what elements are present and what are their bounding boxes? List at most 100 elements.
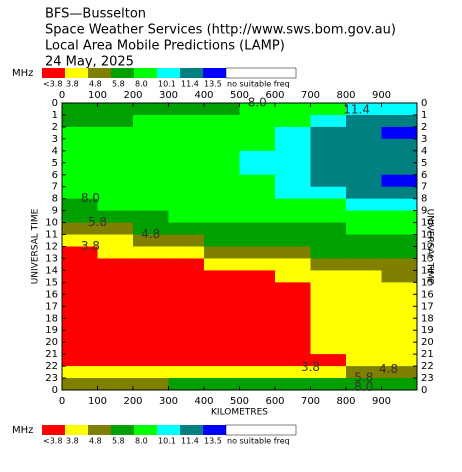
contour-cell — [133, 234, 169, 247]
x-tick-label: 400 — [194, 396, 213, 407]
contour-cell — [168, 306, 205, 319]
legend-swatch — [225, 67, 297, 79]
contour-cell — [97, 186, 134, 200]
contour-cell — [310, 354, 347, 367]
y-tick-label: 14 — [421, 265, 434, 276]
contour-cell — [381, 342, 418, 355]
contour-cell — [275, 270, 311, 283]
contour-cell — [239, 306, 276, 319]
y-tick-label: 11 — [45, 230, 58, 241]
contour-cell — [239, 174, 276, 188]
contour-cell — [133, 354, 169, 367]
x-tick-label: 100 — [88, 396, 107, 407]
legend-label: 3.8 — [66, 437, 79, 446]
contour-cell — [97, 162, 134, 176]
contour-cell — [133, 246, 169, 259]
contour-cell — [381, 354, 418, 367]
contour-cell — [346, 162, 382, 176]
x-tick-label: 700 — [301, 396, 320, 407]
y-tick-label: 0 — [421, 98, 427, 109]
contour-cell — [346, 114, 382, 128]
contour-cell — [168, 186, 205, 200]
contour-cell — [381, 378, 418, 391]
y-tick-label: 17 — [45, 301, 58, 312]
contour-cell — [133, 270, 169, 283]
contour-cell — [346, 270, 382, 283]
contour-cell — [133, 114, 169, 128]
contour-cell — [381, 270, 418, 283]
contour-cell — [310, 103, 347, 116]
contour-cell — [239, 330, 276, 343]
y-tick-label: 23 — [45, 373, 58, 384]
contour-label: 8.0 — [248, 96, 267, 110]
contour-cell — [133, 210, 169, 224]
contour-cell — [62, 126, 98, 140]
contour-cell — [381, 258, 418, 271]
contour-cell — [310, 258, 347, 271]
contour-cell — [97, 258, 134, 271]
y-tick-label: 18 — [45, 313, 58, 324]
contour-cell — [275, 210, 311, 224]
y-tick-label: 7 — [421, 182, 427, 193]
contour-cell — [133, 330, 169, 343]
contour-cell — [204, 174, 240, 188]
x-tick-label: 0 — [59, 396, 65, 407]
y-tick-label: 6 — [52, 170, 58, 181]
contour-cell — [275, 330, 311, 343]
contour-cell — [239, 246, 276, 259]
contour-cell — [97, 282, 134, 295]
contour-cell — [62, 270, 98, 283]
contour-cell — [204, 234, 240, 247]
contour-cell — [168, 138, 205, 152]
contour-cell — [62, 366, 98, 379]
contour-cell — [97, 270, 134, 283]
y-tick-label: 10 — [421, 218, 434, 229]
x-tick-label: 700 — [301, 90, 320, 101]
contour-cell — [346, 222, 382, 236]
contour-cell — [133, 150, 169, 164]
contour-cell — [381, 246, 418, 259]
legend-label: 4.8 — [89, 437, 102, 446]
contour-cell — [239, 198, 276, 212]
contour-cell — [381, 186, 418, 200]
contour-cell — [275, 366, 311, 379]
contour-cell — [346, 126, 382, 140]
contour-cell — [62, 210, 98, 224]
contour-cell — [168, 162, 205, 176]
contour-cell — [310, 342, 347, 355]
contour-cell — [381, 162, 418, 176]
contour-cell — [381, 174, 418, 188]
contour-cell — [168, 342, 205, 355]
title-line: BFS—Busselton — [45, 7, 146, 22]
legend-unit: MHz — [12, 68, 33, 79]
contour-cell — [239, 114, 276, 128]
contour-cell — [275, 222, 311, 236]
contour-cell — [133, 258, 169, 271]
legend-label: 13.5 — [204, 437, 222, 446]
legend-swatch — [134, 425, 157, 435]
y-tick-label: 16 — [421, 289, 434, 300]
y-tick-label: 4 — [421, 146, 427, 157]
contour-cell — [204, 330, 240, 343]
contour-cell — [310, 270, 347, 283]
y-tick-label: 16 — [45, 289, 58, 300]
y-tick-label: 3 — [52, 134, 58, 145]
contour-cell — [275, 246, 311, 259]
contour-cell — [275, 378, 311, 391]
contour-cell — [381, 294, 418, 307]
contour-cell — [381, 366, 418, 379]
contour-cell — [239, 318, 276, 331]
contour-cell — [97, 138, 134, 152]
y-tick-label: 0 — [52, 385, 58, 396]
contour-cell — [239, 210, 276, 224]
contour-cell — [204, 294, 240, 307]
contour-cell — [62, 294, 98, 307]
contour-cell — [310, 378, 347, 391]
y-tick-label: 20 — [421, 337, 434, 348]
contour-cell — [310, 174, 347, 188]
contour-cell — [168, 103, 205, 116]
y-axis-title: UNIVERSAL TIME — [425, 209, 435, 285]
y-tick-label: 1 — [52, 110, 58, 121]
contour-cell — [204, 126, 240, 140]
contour-cell — [204, 210, 240, 224]
